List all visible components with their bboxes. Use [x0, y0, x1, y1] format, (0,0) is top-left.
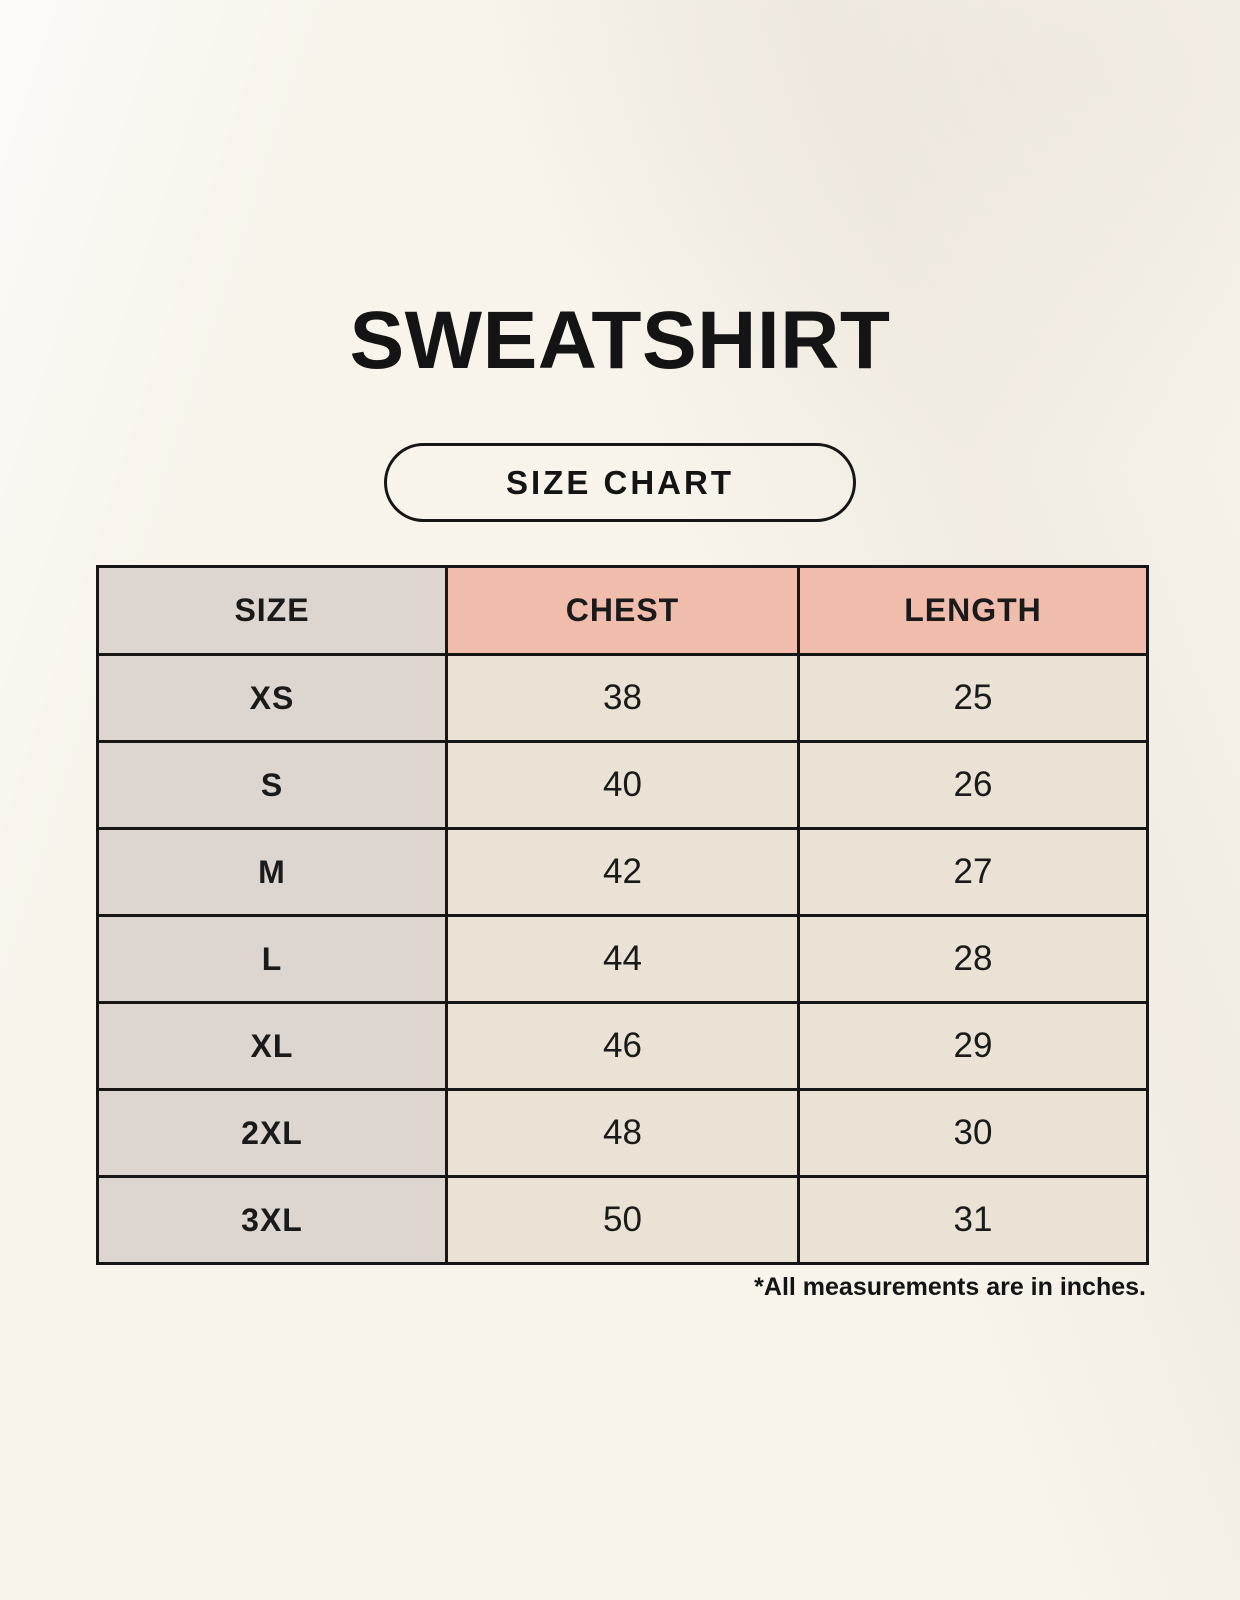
- size-table-row: M 42 27: [96, 827, 1149, 917]
- chest-value-cell: 40: [445, 740, 800, 830]
- column-header-size: SIZE: [96, 565, 448, 656]
- size-label-cell: XS: [96, 653, 448, 743]
- column-header-chest: CHEST: [445, 565, 800, 656]
- chest-value-cell: 42: [445, 827, 800, 917]
- size-table-body: XS 38 25 S 40 26 M 42 27 L 44 28 XL 46 29 2XL 48 30 3XL 50 3…: [96, 653, 1149, 1265]
- length-value-cell: 27: [797, 827, 1149, 917]
- size-chart-badge-label: SIZE CHART: [506, 463, 734, 501]
- length-value-cell: 30: [797, 1088, 1149, 1178]
- size-table-row: 2XL 48 30: [96, 1088, 1149, 1178]
- length-value-cell: 26: [797, 740, 1149, 830]
- size-table: SIZE CHEST LENGTH XS 38 25 S 40 26 M 42 27 L 44 28 X…: [96, 565, 1149, 1265]
- chest-value-cell: 38: [445, 653, 800, 743]
- size-table-row: 3XL 50 31: [96, 1175, 1149, 1265]
- size-label-cell: S: [96, 740, 448, 830]
- size-label-cell: M: [96, 827, 448, 917]
- size-table-row: XS 38 25: [96, 653, 1149, 743]
- chest-value-cell: 50: [445, 1175, 800, 1265]
- size-label-cell: L: [96, 914, 448, 1004]
- size-table-row: L 44 28: [96, 914, 1149, 1004]
- length-value-cell: 31: [797, 1175, 1149, 1265]
- size-table-row: XL 46 29: [96, 1001, 1149, 1091]
- size-label-cell: 2XL: [96, 1088, 448, 1178]
- length-value-cell: 29: [797, 1001, 1149, 1091]
- page-title: SWEATSHIRT: [349, 295, 891, 386]
- size-chart-badge: SIZE CHART: [384, 443, 856, 522]
- size-label-cell: XL: [96, 1001, 448, 1091]
- length-value-cell: 25: [797, 653, 1149, 743]
- chest-value-cell: 46: [445, 1001, 800, 1091]
- size-table-row: S 40 26: [96, 740, 1149, 830]
- table-header-row: SIZE CHEST LENGTH: [96, 565, 1149, 656]
- chest-value-cell: 48: [445, 1088, 800, 1178]
- measurements-footnote: *All measurements are in inches.: [754, 1273, 1146, 1301]
- chest-value-cell: 44: [445, 914, 800, 1004]
- length-value-cell: 28: [797, 914, 1149, 1004]
- size-label-cell: 3XL: [96, 1175, 448, 1265]
- column-header-length: LENGTH: [797, 565, 1149, 656]
